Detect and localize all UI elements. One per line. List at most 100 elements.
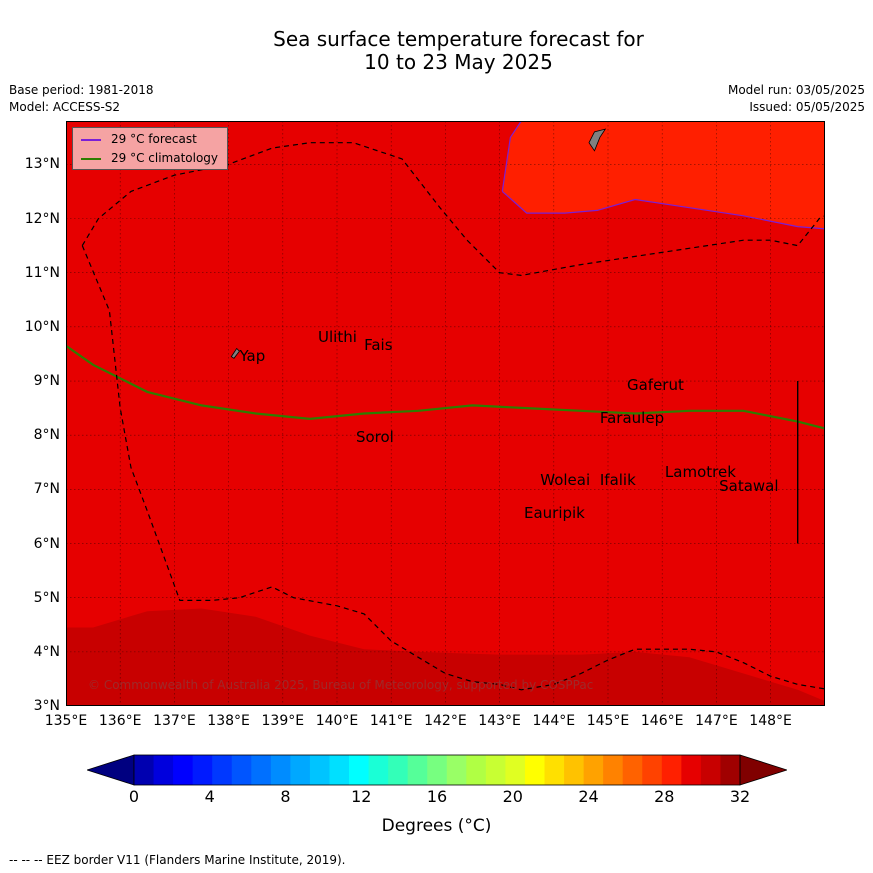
y-tick-label: 7°N [33, 481, 60, 498]
colorbar-segment [524, 755, 546, 785]
colorbar-segment [466, 755, 487, 785]
colorbar-segment [700, 755, 721, 785]
eez-border-south [81, 245, 825, 691]
legend-climatology: 29 °C climatology [81, 151, 218, 165]
colorbar-segment [349, 755, 370, 785]
x-tick-label: 137°E [153, 713, 196, 729]
meta-right: Model run: 03/05/2025 Issued: 05/05/2025 [600, 82, 865, 116]
colorbar-segment [505, 755, 526, 785]
colorbar-segment [681, 755, 702, 785]
colorbar-segment [485, 755, 506, 785]
x-tick-label: 135°E [44, 713, 88, 729]
colorbar-segment [544, 755, 565, 785]
x-tick-label: 144°E [532, 713, 576, 729]
warm-region [502, 121, 825, 229]
colorbar-min-extend [87, 754, 135, 786]
colorbar-segment [564, 755, 585, 785]
eez-footnote: -- -- -- EEZ border V11 (Flanders Marine… [9, 853, 346, 867]
legend-forecast-label: 29 °C forecast [111, 132, 197, 146]
colorbar-segment [642, 755, 663, 785]
colorbar-segment [231, 755, 252, 785]
colorbar-segment [368, 755, 389, 785]
map-canvas [66, 121, 825, 706]
colorbar-segment [388, 755, 409, 785]
colorbar-segment [329, 755, 350, 785]
chart-title: Sea surface temperature forecast for 10 … [0, 28, 873, 74]
title-line-1: Sea surface temperature forecast for [273, 27, 644, 51]
colorbar-tick-label: 24 [578, 787, 599, 806]
climatology-swatch [81, 157, 101, 160]
colorbar-segment [720, 755, 741, 785]
legend: 29 °C forecast 29 °C climatology [72, 127, 228, 170]
colorbar-tick-label: 4 [204, 787, 215, 806]
place-label: Fais [364, 335, 393, 354]
colorbar-label: Degrees (°C) [381, 816, 492, 836]
place-label: Lamotrek [664, 463, 736, 482]
colorbar-tick-label: 16 [426, 787, 448, 806]
colorbar-segment [446, 755, 467, 785]
y-tick-label: 11°N [24, 264, 60, 281]
colorbar-segment [622, 755, 643, 785]
colorbar-segment [173, 755, 194, 785]
climatology-isotherm [66, 344, 825, 430]
place-label: Gaferut [626, 376, 684, 395]
place-label: Faraulep [599, 408, 665, 427]
colorbar-tick-label: 8 [280, 787, 291, 806]
issued-date: Issued: 05/05/2025 [749, 100, 865, 114]
model-name: Model: ACCESS-S2 [9, 100, 121, 114]
y-tick-label: 8°N [33, 427, 60, 444]
meta-left: Base period: 1981-2018 Model: ACCESS-S2 [9, 82, 154, 116]
sst-map [66, 121, 825, 706]
legend-forecast: 29 °C forecast [81, 132, 197, 146]
colorbar-tick-label: 0 [128, 787, 140, 806]
y-tick-label: 4°N [33, 643, 60, 660]
copyright-notice: © Commonwealth of Australia 2025, Bureau… [88, 678, 594, 692]
x-tick-label: 138°E [207, 713, 250, 729]
y-tick-label: 3°N [33, 698, 60, 715]
legend-climatology-label: 29 °C climatology [111, 151, 219, 165]
x-tick-label: 146°E [640, 713, 684, 729]
y-tick-label: 13°N [24, 156, 60, 173]
colorbar [87, 754, 787, 786]
yap-island [230, 347, 240, 359]
colorbar-segment [192, 755, 213, 785]
colorbar-segment [661, 755, 682, 785]
base-period: Base period: 1981-2018 [9, 83, 154, 97]
colorbar-segment [270, 755, 291, 785]
x-tick-label: 148°E [749, 713, 792, 729]
place-label: Woleai [540, 471, 591, 490]
colorbar-segment [153, 755, 174, 785]
place-label: Ulithi [318, 327, 357, 346]
colorbar-frame [133, 754, 741, 786]
x-tick-label: 141°E [369, 713, 413, 729]
colorbar-segment [603, 755, 624, 785]
colorbar-segment [427, 755, 448, 785]
y-tick-label: 5°N [33, 589, 60, 606]
x-tick-label: 145°E [586, 713, 630, 729]
forecast-isotherm [501, 121, 825, 230]
colorbar-segment [251, 755, 272, 785]
place-label: Ifalik [599, 471, 636, 490]
place-label: Satawal [719, 476, 779, 495]
colorbar-segment [134, 755, 155, 785]
y-tick-label: 10°N [24, 318, 60, 335]
eez-border-north [81, 142, 825, 277]
colorbar-segment [309, 755, 330, 785]
colorbar-segment [212, 755, 233, 785]
place-label: Sorol [355, 427, 394, 446]
y-tick-label: 9°N [33, 373, 60, 390]
place-label: Eauripik [523, 503, 585, 522]
colorbar-segment [290, 755, 311, 785]
x-tick-label: 140°E [315, 713, 359, 729]
y-tick-label: 6°N [33, 535, 60, 552]
colorbar-max-extend [739, 754, 787, 786]
x-tick-label: 136°E [98, 713, 142, 729]
colorbar-tick-label: 20 [502, 787, 523, 806]
colorbar-segment [407, 755, 428, 785]
place-label: Yap [239, 346, 266, 365]
x-tick-label: 143°E [478, 713, 521, 729]
model-run: Model run: 03/05/2025 [727, 83, 865, 97]
colorbar-tick-label: 12 [351, 787, 372, 806]
colorbar-tick-label: 32 [729, 787, 751, 806]
x-tick-label: 139°E [261, 713, 305, 729]
